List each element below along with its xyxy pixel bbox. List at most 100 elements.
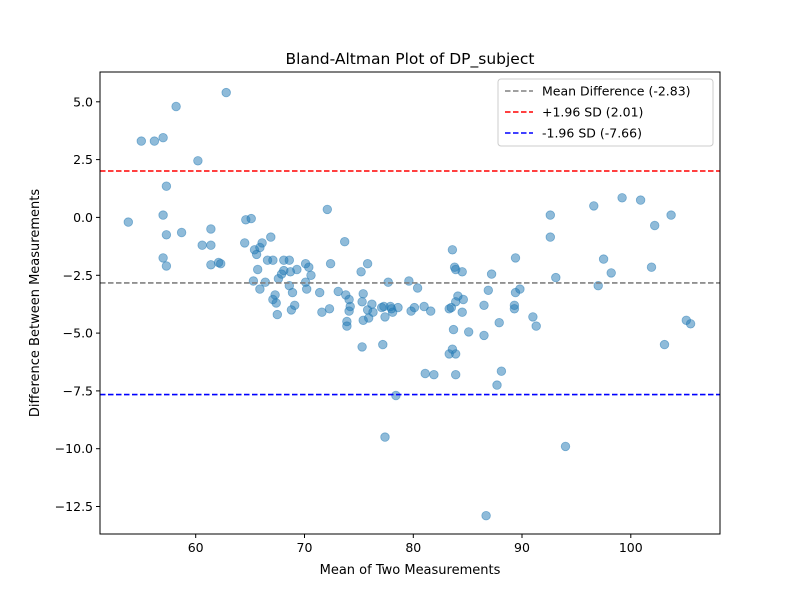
y-axis-label: Difference Between Measurements — [28, 189, 43, 417]
data-point — [358, 315, 368, 326]
data-point — [479, 330, 489, 341]
data-point — [646, 262, 657, 272]
data-point — [494, 318, 504, 328]
data-point — [306, 270, 316, 281]
data-point — [531, 321, 541, 331]
data-point — [358, 289, 368, 299]
data-point — [221, 87, 231, 98]
y-tick-label: 0.0 — [73, 210, 93, 225]
data-point — [324, 304, 335, 314]
data-point — [342, 321, 352, 331]
data-point — [380, 312, 390, 322]
data-point — [509, 304, 520, 314]
legend-label-upper: +1.96 SD (2.01) — [542, 105, 643, 120]
data-point — [356, 267, 366, 277]
legend-box — [497, 78, 714, 147]
data-point — [510, 253, 521, 263]
data-point — [357, 297, 367, 307]
x-tick-label: 100 — [619, 540, 643, 555]
plot-frame — [99, 71, 721, 535]
data-point — [528, 312, 538, 322]
data-point — [271, 298, 281, 308]
data-point — [451, 370, 461, 380]
data-point — [193, 156, 203, 166]
data-point — [492, 380, 502, 390]
data-point — [255, 284, 265, 294]
data-point — [176, 227, 187, 238]
legend-label-lower: -1.96 SD (-7.66) — [542, 126, 642, 141]
data-point — [290, 300, 300, 311]
data-point — [136, 136, 147, 146]
data-point — [560, 441, 571, 452]
y-tick-label: 2.5 — [73, 152, 93, 167]
data-point — [391, 390, 401, 401]
data-point — [378, 339, 388, 350]
data-point — [606, 268, 616, 278]
y-tick-label: −7.5 — [63, 383, 93, 398]
data-point — [215, 259, 226, 269]
data-point — [206, 240, 216, 250]
data-point — [685, 319, 696, 329]
data-point — [666, 210, 676, 220]
data-point — [362, 259, 373, 269]
data-point — [659, 339, 670, 350]
y-tick-label: −5.0 — [63, 326, 93, 341]
data-point — [292, 264, 302, 275]
x-axis-label: Mean of Two Measurements — [320, 563, 501, 578]
data-point — [272, 309, 283, 320]
data-point — [457, 307, 467, 317]
data-point — [412, 283, 423, 293]
data-point — [206, 224, 216, 234]
data-point — [545, 232, 556, 242]
data-point — [357, 342, 367, 352]
y-tick-label: −10.0 — [55, 441, 93, 456]
data-point — [206, 260, 216, 270]
data-point — [270, 290, 280, 300]
data-point — [239, 238, 250, 248]
data-point — [304, 262, 314, 272]
x-tick-label: 60 — [188, 540, 204, 555]
data-point — [161, 261, 172, 271]
data-point — [287, 287, 298, 298]
data-point — [479, 300, 489, 311]
data-point — [409, 302, 420, 313]
data-point — [426, 306, 436, 316]
data-point — [481, 511, 491, 521]
x-tick-label: 80 — [405, 540, 421, 555]
data-point — [598, 254, 609, 264]
data-point — [589, 201, 599, 211]
data-point — [248, 276, 259, 286]
data-point — [158, 253, 168, 263]
data-point — [246, 213, 256, 224]
y-axis-ticks: 5.0 2.5 0.0 −2.5 −5.0 −7.5 −10.0 −12.5 — [55, 94, 100, 514]
data-point — [420, 368, 430, 379]
data-point — [123, 217, 134, 227]
data-point — [483, 285, 494, 296]
data-point — [429, 370, 439, 380]
data-point — [367, 299, 377, 309]
legend-label-mean: Mean Difference (-2.83) — [542, 84, 691, 99]
data-point — [447, 245, 458, 255]
data-point — [617, 193, 627, 203]
data-point — [380, 432, 390, 442]
data-point — [333, 286, 343, 297]
data-point — [325, 259, 336, 269]
reference-lines — [100, 170, 720, 396]
data-point — [315, 287, 325, 298]
data-point — [419, 301, 429, 312]
data-point — [393, 302, 403, 313]
data-point — [161, 181, 172, 191]
data-point — [317, 307, 327, 317]
data-point — [268, 255, 278, 265]
y-tick-label: −2.5 — [63, 268, 93, 283]
data-point — [551, 272, 561, 283]
data-point — [486, 269, 497, 279]
data-point — [635, 195, 646, 205]
chart-title: Bland-Altman Plot of DP_subject — [286, 50, 535, 69]
data-point — [197, 240, 207, 250]
data-point — [158, 210, 168, 220]
data-point — [457, 267, 467, 277]
data-point — [266, 232, 276, 242]
data-point — [161, 230, 172, 240]
